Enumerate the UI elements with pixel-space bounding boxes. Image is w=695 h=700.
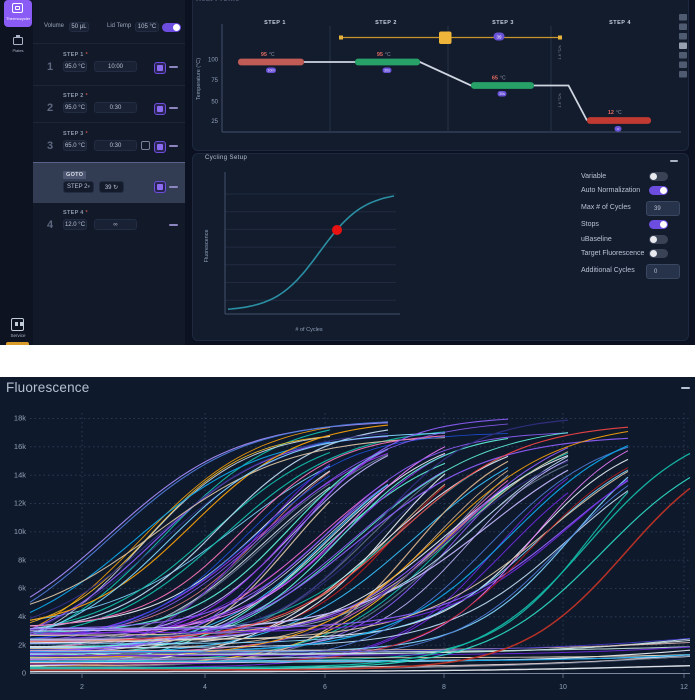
svg-text:1.6 °C/s: 1.6 °C/s: [557, 93, 562, 107]
svg-text:12: 12: [680, 684, 688, 691]
svg-text:30s: 30s: [499, 92, 505, 96]
svg-text:39: 39: [496, 35, 502, 40]
svg-text:10m: 10m: [268, 69, 275, 73]
svg-text:10k: 10k: [14, 527, 26, 536]
svg-text:∞: ∞: [617, 127, 620, 131]
svg-text:95: 95: [261, 52, 267, 58]
svg-text:STEP 2: STEP 2: [375, 20, 397, 26]
svg-text:Fluorescence: Fluorescence: [204, 229, 210, 262]
svg-text:18k: 18k: [14, 414, 26, 423]
svg-text:14k: 14k: [14, 470, 26, 479]
svg-text:0: 0: [22, 669, 26, 678]
svg-text:100: 100: [208, 58, 219, 64]
svg-text:16k: 16k: [14, 442, 26, 451]
svg-text:30s: 30s: [384, 69, 390, 73]
svg-text:# of Cycles: # of Cycles: [295, 327, 322, 333]
svg-text:2: 2: [80, 684, 84, 691]
svg-text:1.6 °C/s: 1.6 °C/s: [557, 45, 562, 59]
svg-text:STEP 3: STEP 3: [492, 20, 514, 26]
svg-text:°C: °C: [385, 52, 391, 58]
svg-text:STEP 1: STEP 1: [264, 20, 286, 26]
svg-text:8k: 8k: [18, 555, 26, 564]
svg-text:2k: 2k: [18, 640, 26, 649]
svg-text:6: 6: [323, 684, 327, 691]
svg-text:12: 12: [608, 110, 614, 116]
svg-text:Temperature (°C): Temperature (°C): [196, 58, 202, 100]
svg-text:°C: °C: [616, 110, 622, 116]
svg-text:4: 4: [203, 684, 207, 691]
svg-text:°C: °C: [269, 52, 275, 58]
svg-text:25: 25: [211, 119, 218, 125]
svg-text:°C: °C: [500, 76, 506, 82]
svg-text:8: 8: [442, 684, 446, 691]
svg-text:4k: 4k: [18, 612, 26, 621]
svg-text:50: 50: [211, 100, 218, 106]
svg-text:75: 75: [211, 78, 218, 84]
svg-text:STEP 4: STEP 4: [609, 20, 631, 26]
svg-text:10: 10: [559, 684, 567, 691]
svg-text:65: 65: [492, 76, 498, 82]
svg-text:12k: 12k: [14, 499, 26, 508]
svg-text:6k: 6k: [18, 584, 26, 593]
svg-text:95: 95: [377, 52, 383, 58]
